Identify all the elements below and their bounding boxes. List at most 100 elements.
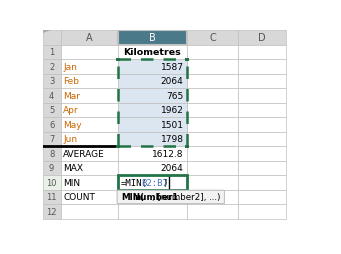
Text: 6: 6: [49, 120, 54, 130]
Bar: [116, 145, 120, 148]
Bar: [118, 103, 187, 118]
Bar: [43, 176, 61, 190]
Bar: [187, 132, 238, 147]
Bar: [118, 147, 187, 161]
Bar: [43, 190, 61, 204]
Bar: [43, 147, 61, 161]
Bar: [43, 103, 61, 118]
Text: Mar: Mar: [63, 92, 80, 101]
Text: Jan: Jan: [63, 63, 77, 72]
Bar: [61, 118, 118, 132]
Bar: [118, 74, 187, 89]
Bar: [187, 103, 238, 118]
Bar: [238, 176, 286, 190]
Bar: [43, 60, 61, 74]
Bar: [187, 45, 238, 60]
Bar: [118, 89, 187, 103]
Polygon shape: [43, 30, 50, 33]
Bar: [187, 30, 238, 45]
Bar: [238, 147, 286, 161]
Bar: [118, 118, 187, 132]
Text: AVERAGE: AVERAGE: [63, 149, 105, 158]
Bar: [61, 190, 118, 204]
Bar: [43, 74, 61, 89]
Bar: [61, 74, 118, 89]
Text: D: D: [258, 33, 266, 43]
Bar: [238, 190, 286, 204]
Text: COUNT: COUNT: [63, 193, 95, 202]
Bar: [61, 204, 118, 219]
Bar: [61, 132, 118, 147]
Text: C: C: [209, 33, 216, 43]
Bar: [43, 132, 61, 147]
Bar: [43, 161, 61, 176]
Text: 1962: 1962: [161, 106, 183, 115]
Text: MIN(: MIN(: [121, 193, 144, 202]
Text: , [number2], ...): , [number2], ...): [151, 193, 220, 202]
Bar: [61, 60, 118, 74]
Bar: [118, 74, 187, 89]
Bar: [187, 204, 238, 219]
Bar: [185, 59, 189, 61]
Text: MIN: MIN: [63, 178, 80, 187]
Bar: [61, 89, 118, 103]
Bar: [118, 132, 187, 147]
Bar: [118, 60, 187, 74]
Text: Apr: Apr: [63, 106, 79, 115]
Text: 1587: 1587: [161, 63, 183, 72]
Bar: [118, 118, 187, 132]
Bar: [238, 30, 286, 45]
Text: 4: 4: [49, 92, 54, 101]
Text: May: May: [63, 120, 82, 130]
Text: 1501: 1501: [161, 120, 183, 130]
Bar: [61, 45, 118, 60]
Text: 7: 7: [49, 135, 54, 144]
Text: 2064: 2064: [161, 164, 183, 173]
Bar: [118, 30, 187, 45]
Bar: [118, 204, 187, 219]
Bar: [61, 103, 118, 118]
Bar: [187, 190, 238, 204]
Text: 1: 1: [49, 48, 54, 57]
Text: 2064: 2064: [161, 77, 183, 86]
Text: 2: 2: [49, 63, 54, 72]
Bar: [118, 161, 187, 176]
FancyBboxPatch shape: [117, 190, 224, 204]
Bar: [43, 89, 61, 103]
Bar: [61, 161, 118, 176]
Bar: [187, 118, 238, 132]
Text: MAX: MAX: [63, 164, 83, 173]
Bar: [61, 147, 118, 161]
Text: 3: 3: [49, 77, 54, 86]
Bar: [238, 118, 286, 132]
Bar: [118, 190, 187, 204]
Bar: [43, 45, 61, 60]
Bar: [185, 189, 188, 191]
Text: 8: 8: [49, 149, 54, 158]
Text: A: A: [86, 33, 93, 43]
Bar: [238, 103, 286, 118]
Text: Kilometres: Kilometres: [123, 48, 181, 57]
Bar: [118, 132, 187, 147]
Bar: [187, 74, 238, 89]
Bar: [187, 161, 238, 176]
Bar: [238, 89, 286, 103]
Bar: [187, 147, 238, 161]
Bar: [43, 118, 61, 132]
Text: 1798: 1798: [161, 135, 183, 144]
Bar: [118, 103, 187, 118]
Bar: [238, 60, 286, 74]
Text: 11: 11: [46, 193, 57, 202]
Bar: [185, 145, 189, 148]
Text: 765: 765: [166, 92, 183, 101]
Bar: [187, 89, 238, 103]
Bar: [118, 60, 187, 74]
Text: 10: 10: [46, 178, 57, 187]
Text: Feb: Feb: [63, 77, 79, 86]
Bar: [118, 176, 187, 190]
Text: Jun: Jun: [63, 135, 77, 144]
Bar: [43, 30, 61, 45]
Text: B2:B7: B2:B7: [142, 178, 168, 187]
Bar: [238, 45, 286, 60]
Text: 9: 9: [49, 164, 54, 173]
